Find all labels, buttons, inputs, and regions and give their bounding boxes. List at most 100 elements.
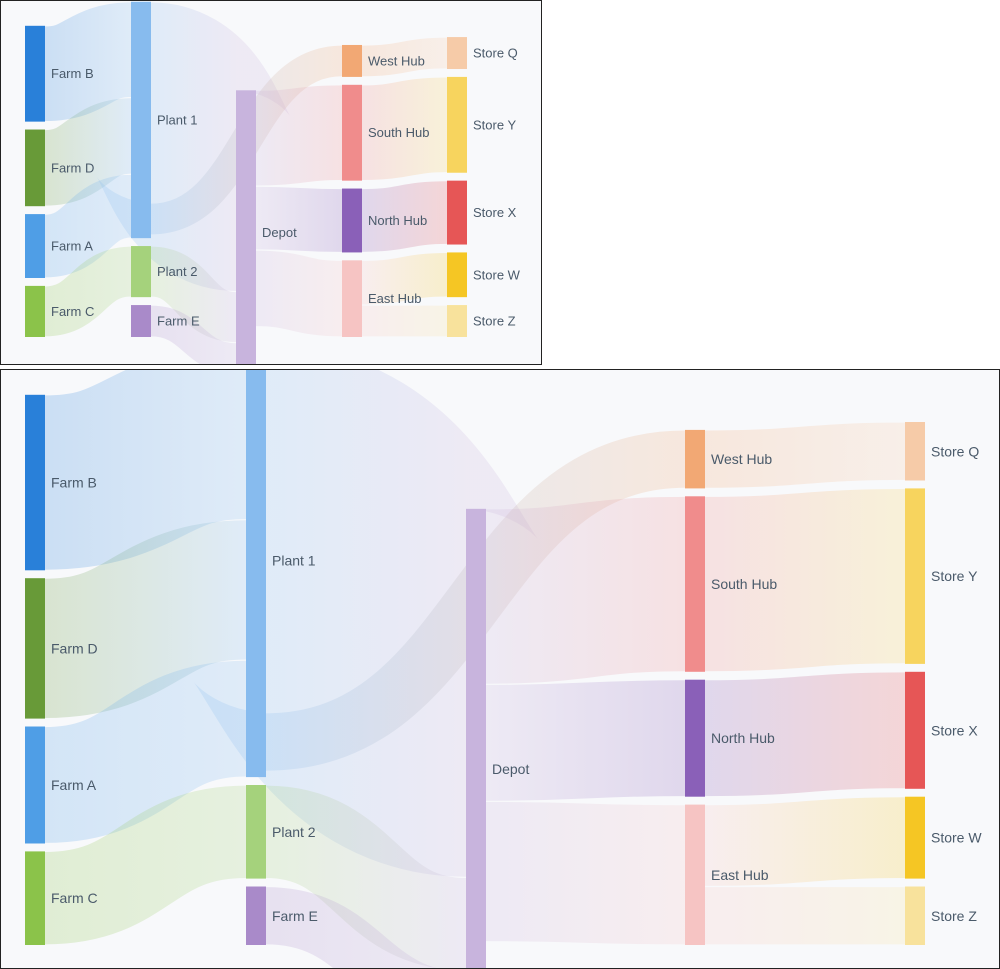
node-label-farm-d: Farm D bbox=[51, 160, 94, 175]
node-store-w[interactable] bbox=[447, 252, 467, 298]
node-label-farm-e: Farm E bbox=[157, 314, 200, 329]
node-label-farm-c: Farm C bbox=[51, 304, 94, 319]
node-west-hub[interactable] bbox=[342, 44, 362, 77]
node-depot[interactable] bbox=[466, 508, 486, 969]
node-plant-1[interactable] bbox=[131, 1, 151, 239]
sankey-overview-panel: Farm B Farm D Farm A Farm C Plant 1 Plant 2 Fa… bbox=[0, 0, 542, 365]
node-label-farm-b: Farm B bbox=[51, 475, 97, 491]
node-depot[interactable] bbox=[236, 90, 256, 365]
node-plant-2[interactable] bbox=[246, 785, 266, 879]
sankey-nodes: Farm B Farm D Farm A Farm C Plant 1 Plant 2 Fa… bbox=[25, 1, 521, 365]
node-label-east-hub: East Hub bbox=[368, 291, 421, 306]
node-east-hub[interactable] bbox=[685, 804, 705, 945]
node-label-store-y: Store Y bbox=[473, 117, 516, 132]
node-label-plant-1: Plant 1 bbox=[272, 553, 316, 569]
node-farm-c[interactable] bbox=[25, 851, 45, 945]
link-north-hub-to-store-x[interactable] bbox=[361, 181, 448, 252]
node-label-depot: Depot bbox=[262, 225, 297, 240]
node-label-north-hub: North Hub bbox=[711, 730, 775, 746]
node-label-store-q: Store Q bbox=[473, 46, 518, 61]
node-label-plant-2: Plant 2 bbox=[272, 824, 316, 840]
node-farm-a[interactable] bbox=[25, 726, 45, 844]
node-label-north-hub: North Hub bbox=[368, 213, 427, 228]
node-label-west-hub: West Hub bbox=[368, 53, 425, 68]
node-label-store-z: Store Z bbox=[473, 314, 516, 329]
link-west-hub-to-store-q[interactable] bbox=[361, 37, 448, 77]
node-label-farm-b: Farm B bbox=[51, 66, 94, 81]
link-depot-to-north-hub[interactable] bbox=[485, 680, 686, 801]
node-east-hub[interactable] bbox=[342, 260, 362, 337]
node-label-store-w: Store W bbox=[931, 830, 982, 846]
link-farm-a-to-plant-1[interactable] bbox=[42, 660, 249, 843]
link-west-hub-to-store-q[interactable] bbox=[704, 422, 906, 488]
node-store-z[interactable] bbox=[447, 305, 467, 337]
sankey-overview-diagram: Farm B Farm D Farm A Farm C Plant 1 Plant 2 Fa… bbox=[25, 1, 521, 365]
link-plant-2-to-depot[interactable] bbox=[263, 785, 469, 968]
node-farm-d[interactable] bbox=[25, 129, 45, 207]
node-farm-c[interactable] bbox=[25, 285, 45, 337]
link-south-hub-to-store-y[interactable] bbox=[361, 77, 448, 181]
link-depot-to-north-hub[interactable] bbox=[255, 186, 343, 252]
link-farm-e-to-depot[interactable] bbox=[264, 887, 466, 969]
link-farm-c-to-plant-2[interactable] bbox=[43, 785, 248, 945]
link-depot-to-south-hub[interactable] bbox=[255, 85, 343, 186]
link-farm-b-to-plant-1[interactable] bbox=[42, 2, 134, 122]
node-north-hub[interactable] bbox=[342, 188, 362, 253]
link-farm-d-to-plant-1[interactable] bbox=[42, 520, 249, 718]
node-label-farm-d: Farm D bbox=[51, 640, 98, 656]
node-label-farm-a: Farm A bbox=[51, 777, 97, 793]
node-south-hub[interactable] bbox=[685, 496, 705, 672]
node-farm-b[interactable] bbox=[25, 394, 45, 571]
node-west-hub[interactable] bbox=[685, 429, 705, 489]
node-label-farm-a: Farm A bbox=[51, 239, 93, 254]
node-store-q[interactable] bbox=[447, 37, 467, 70]
node-store-x[interactable] bbox=[905, 671, 925, 789]
node-plant-1[interactable] bbox=[246, 370, 266, 778]
node-label-farm-c: Farm C bbox=[51, 890, 98, 906]
link-farm-e-to-depot[interactable] bbox=[149, 305, 238, 364]
node-farm-e[interactable] bbox=[131, 305, 151, 337]
link-farm-c-to-plant-2[interactable] bbox=[43, 246, 133, 337]
link-east-hub-to-store-w[interactable] bbox=[361, 253, 448, 305]
node-store-x[interactable] bbox=[447, 180, 467, 245]
node-store-w[interactable] bbox=[905, 796, 925, 879]
link-south-hub-to-store-y[interactable] bbox=[704, 489, 906, 672]
node-farm-e[interactable] bbox=[246, 886, 266, 946]
node-label-farm-e: Farm E bbox=[272, 908, 318, 924]
sankey-detail-diagram: Farm B Farm D Farm A Farm C Plant 1 Plant 2 Fa… bbox=[25, 370, 982, 969]
node-label-plant-1: Plant 1 bbox=[157, 112, 197, 127]
node-label-store-q: Store Q bbox=[931, 443, 979, 459]
node-farm-b[interactable] bbox=[25, 25, 45, 122]
node-label-store-x: Store X bbox=[931, 722, 978, 738]
node-store-z[interactable] bbox=[905, 886, 925, 946]
sankey-links bbox=[42, 370, 906, 969]
link-farm-b-to-plant-1[interactable] bbox=[42, 370, 249, 570]
node-store-q[interactable] bbox=[905, 422, 925, 481]
node-plant-2[interactable] bbox=[131, 246, 151, 298]
link-east-hub-to-store-w[interactable] bbox=[704, 797, 906, 886]
node-north-hub[interactable] bbox=[685, 679, 705, 797]
node-label-south-hub: South Hub bbox=[368, 125, 429, 140]
link-depot-to-south-hub[interactable] bbox=[485, 496, 686, 684]
link-plant-2-to-depot[interactable] bbox=[148, 246, 239, 343]
node-store-y[interactable] bbox=[905, 488, 925, 664]
node-label-store-z: Store Z bbox=[931, 908, 977, 924]
node-label-store-x: Store X bbox=[473, 205, 517, 220]
node-label-plant-2: Plant 2 bbox=[157, 264, 197, 279]
node-farm-a[interactable] bbox=[25, 214, 45, 278]
link-farm-d-to-plant-1[interactable] bbox=[42, 98, 134, 206]
node-south-hub[interactable] bbox=[342, 84, 362, 181]
node-store-y[interactable] bbox=[447, 76, 467, 173]
sankey-links bbox=[42, 2, 448, 364]
sankey-detail-panel: Farm B Farm D Farm A Farm C Plant 1 Plant 2 Fa… bbox=[0, 369, 1000, 969]
link-depot-to-east-hub[interactable] bbox=[485, 801, 686, 945]
node-label-depot: Depot bbox=[492, 761, 529, 777]
link-depot-to-east-hub[interactable] bbox=[255, 250, 343, 337]
link-north-hub-to-store-x[interactable] bbox=[704, 672, 906, 797]
node-farm-d[interactable] bbox=[25, 578, 45, 719]
node-label-south-hub: South Hub bbox=[711, 576, 777, 592]
node-label-store-y: Store Y bbox=[931, 568, 978, 584]
sankey-nodes: Farm B Farm D Farm A Farm C Plant 1 Plant 2 Fa… bbox=[25, 370, 982, 969]
node-label-west-hub: West Hub bbox=[711, 451, 772, 467]
node-label-store-w: Store W bbox=[473, 267, 521, 282]
